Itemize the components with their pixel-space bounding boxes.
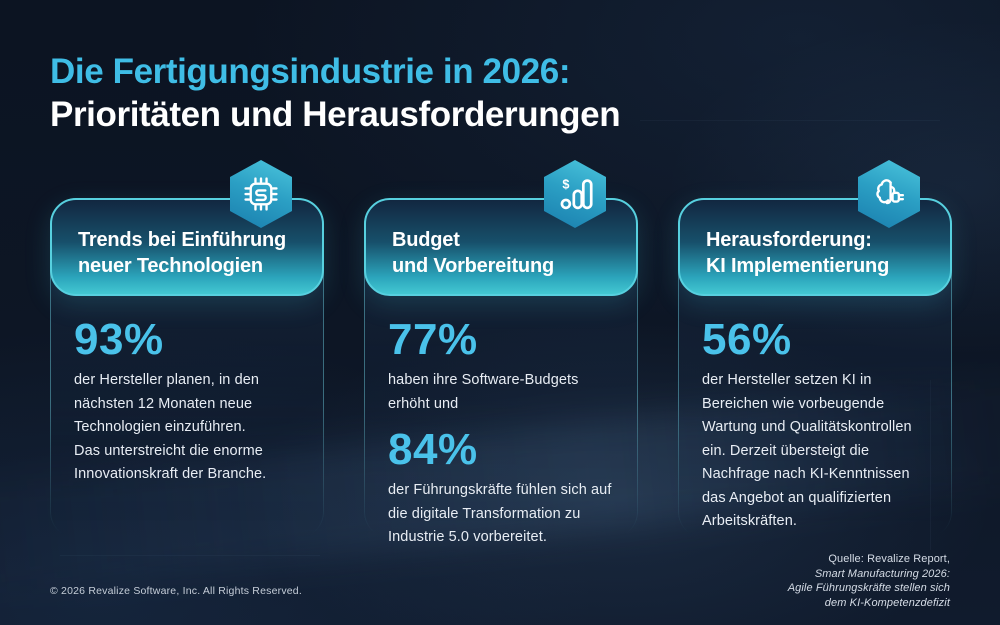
card-title: Trends bei Einführung neuer Technologien: [78, 229, 287, 277]
card-content: 77% haben ihre Software-Budgets erhöht u…: [388, 318, 632, 550]
chip-icon: [244, 177, 278, 211]
stat-value: 77%: [388, 315, 478, 364]
page-title: Die Fertigungsindustrie in 2026: Priorit…: [50, 50, 621, 136]
stat-block: 77% haben ihre Software-Budgets erhöht u…: [388, 318, 632, 416]
stat-value: 84%: [388, 425, 478, 474]
stat-block: 56% der Hersteller setzen KI in Bereiche…: [702, 318, 946, 534]
stat-value: 93%: [74, 315, 164, 364]
dollar-chart-icon: $: [560, 177, 593, 210]
stat-description: der Hersteller setzen KI in Bereichen wi…: [702, 372, 912, 529]
source-citation: Quelle: Revalize Report, Smart Manufactu…: [788, 552, 950, 610]
stat-block: 93% der Hersteller planen, in den nächst…: [74, 318, 318, 487]
stat-description: der Hersteller planen, in den nächsten 1…: [74, 372, 267, 482]
stat-description: der Führungskräfte fühlen sich auf die d…: [388, 482, 612, 545]
card-technology-trends: Trends bei Einführung neuer Technologien…: [50, 160, 324, 538]
card-header: Herausforderung: KI Implementierung: [678, 198, 952, 296]
svg-text:$: $: [562, 177, 569, 191]
card-ai-implementation: Herausforderung: KI Implementierung 56% …: [678, 160, 952, 538]
page-title-line-2: Prioritäten und Herausforderungen: [50, 95, 621, 134]
background-circuit-line: [60, 555, 320, 556]
stat-value: 56%: [702, 315, 792, 364]
card-title: Herausforderung: KI Implementierung: [706, 229, 890, 277]
card-header: Trends bei Einführung neuer Technologien: [50, 198, 324, 296]
source-line-4: dem KI-Kompetenzdefizit: [824, 596, 950, 609]
card-content: 93% der Hersteller planen, in den nächst…: [74, 318, 318, 487]
card-content: 56% der Hersteller setzen KI in Bereiche…: [702, 318, 946, 534]
page-title-line-1: Die Fertigungsindustrie in 2026:: [50, 52, 571, 91]
brain-plug-icon: [876, 179, 905, 205]
card-title: Budget und Vorbereitung: [392, 229, 554, 277]
source-line-3: Agile Führungskräfte stellen sich: [787, 582, 950, 594]
card-budget-preparation: Budget und Vorbereitung $ 77% haben ihre…: [364, 160, 638, 545]
source-line-2: Smart Manufacturing 2026:: [814, 567, 950, 580]
stat-block: 84% der Führungskräfte fühlen sich auf d…: [388, 428, 632, 550]
source-line-1: Quelle: Revalize Report,: [828, 553, 950, 565]
stat-description: haben ihre Software-Budgets erhöht und: [388, 372, 579, 412]
background-circuit-line: [930, 380, 931, 550]
background-circuit-line: [640, 120, 940, 121]
copyright-notice: © 2026 Revalize Software, Inc. All Right…: [50, 585, 302, 597]
